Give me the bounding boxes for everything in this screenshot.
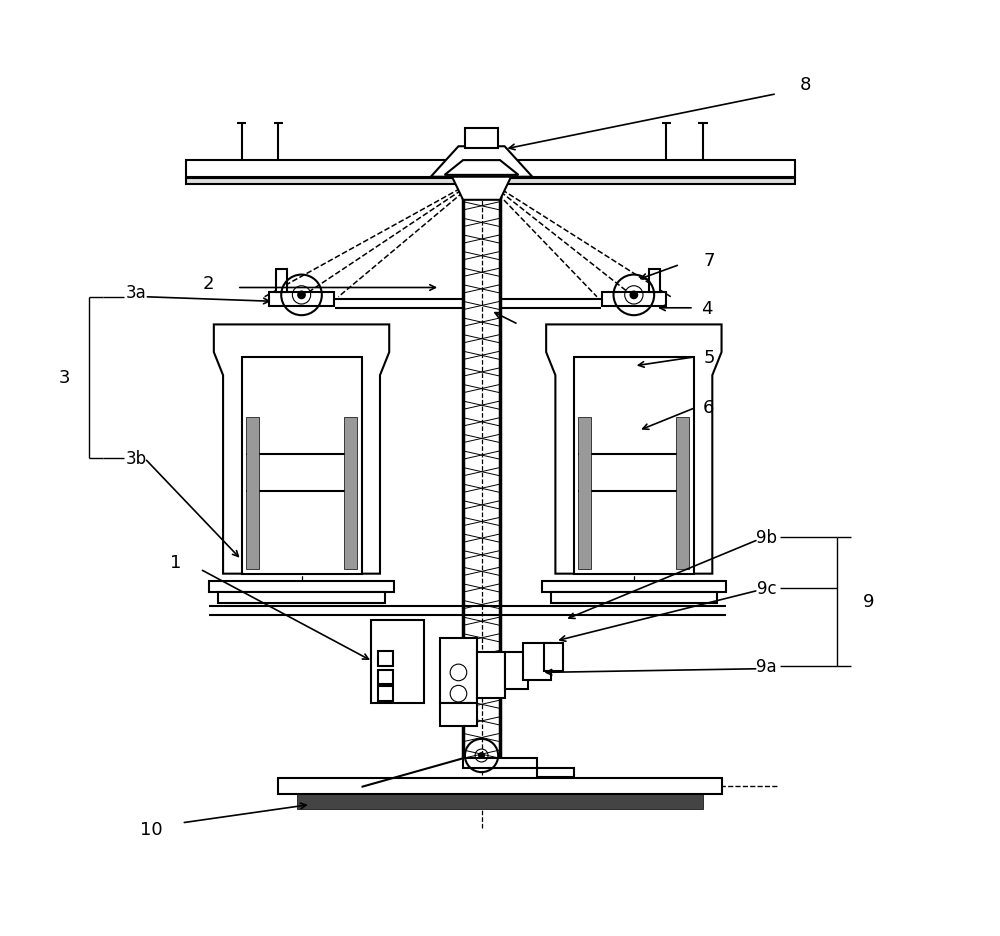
Bar bbox=[371, 621, 424, 703]
Bar bbox=[542, 581, 726, 592]
Bar bbox=[477, 652, 505, 698]
Polygon shape bbox=[214, 325, 389, 574]
Bar bbox=[544, 643, 563, 671]
Polygon shape bbox=[431, 147, 532, 178]
Text: 9: 9 bbox=[863, 592, 874, 610]
Bar bbox=[209, 581, 394, 592]
Text: 9a: 9a bbox=[756, 657, 777, 675]
Bar bbox=[378, 651, 393, 666]
Text: 1: 1 bbox=[170, 553, 182, 571]
Bar bbox=[218, 592, 385, 604]
Text: 3: 3 bbox=[59, 369, 70, 388]
Bar bbox=[440, 638, 477, 703]
Bar bbox=[186, 161, 795, 178]
Bar bbox=[276, 270, 287, 293]
Bar bbox=[440, 703, 477, 726]
Text: 10: 10 bbox=[140, 821, 163, 839]
Bar bbox=[578, 417, 591, 569]
Text: 2: 2 bbox=[202, 274, 214, 293]
Bar bbox=[523, 643, 551, 680]
Text: 6: 6 bbox=[703, 399, 714, 417]
Polygon shape bbox=[463, 758, 574, 777]
Bar bbox=[242, 358, 362, 574]
Text: 3b: 3b bbox=[126, 450, 147, 468]
Bar bbox=[676, 417, 689, 569]
Bar bbox=[602, 293, 666, 307]
Polygon shape bbox=[445, 161, 518, 176]
Text: 7: 7 bbox=[703, 252, 715, 270]
Bar bbox=[378, 670, 393, 685]
Text: 3a: 3a bbox=[126, 284, 147, 301]
Bar bbox=[378, 686, 393, 701]
Polygon shape bbox=[546, 325, 722, 574]
Circle shape bbox=[298, 292, 305, 300]
Text: 8: 8 bbox=[800, 77, 811, 95]
Text: 5: 5 bbox=[703, 348, 715, 366]
Bar bbox=[278, 778, 722, 795]
Text: 9b: 9b bbox=[756, 528, 777, 546]
Bar bbox=[297, 795, 703, 810]
Polygon shape bbox=[452, 178, 511, 200]
Text: 4: 4 bbox=[701, 300, 713, 317]
Bar bbox=[344, 417, 357, 569]
Bar bbox=[246, 417, 259, 569]
Circle shape bbox=[479, 753, 484, 758]
Bar bbox=[649, 270, 660, 293]
Circle shape bbox=[630, 292, 638, 300]
Bar bbox=[505, 652, 528, 689]
Bar bbox=[574, 358, 694, 574]
Bar bbox=[465, 128, 498, 149]
Bar bbox=[186, 179, 795, 185]
Bar bbox=[269, 293, 334, 307]
Text: 9c: 9c bbox=[757, 578, 777, 597]
Bar bbox=[551, 592, 717, 604]
